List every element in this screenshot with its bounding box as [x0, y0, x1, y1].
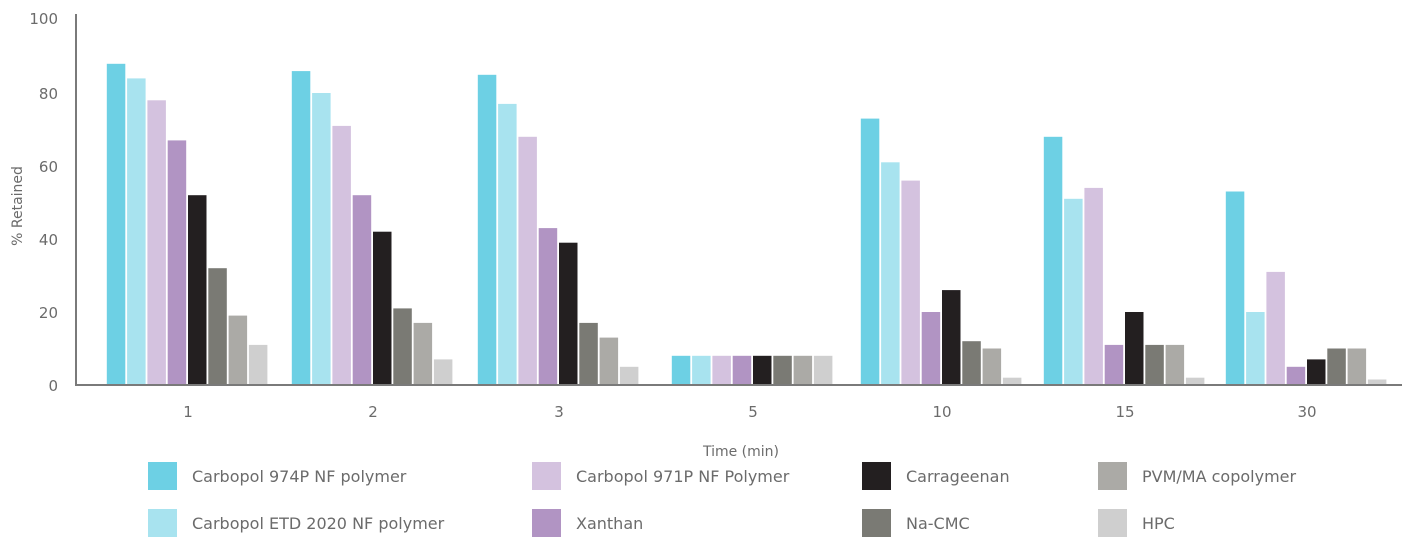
legend-label: Na-CMC [906, 514, 970, 533]
bar [248, 344, 268, 384]
legend-label: Carbopol ETD 2020 NF polymer [192, 514, 445, 533]
x-tick-label: 1 [183, 403, 193, 421]
bar [692, 355, 711, 384]
bar [1185, 377, 1205, 384]
bar [753, 355, 772, 384]
legend-label: Carbopol 974P NF polymer [192, 467, 407, 486]
bar [1347, 348, 1367, 384]
legend-swatch [532, 462, 561, 490]
bars-layer [106, 63, 1387, 385]
x-tick-label: 15 [1115, 403, 1134, 421]
x-axis-title: Time (min) [702, 444, 779, 460]
bar [1043, 136, 1063, 384]
bar [106, 63, 126, 385]
legend-swatch [148, 509, 177, 537]
bar [1246, 312, 1265, 384]
bar [1266, 271, 1285, 384]
bar [793, 355, 813, 384]
bar [477, 74, 497, 385]
bar [312, 93, 331, 384]
bar [167, 140, 187, 384]
legend-swatch [532, 509, 561, 537]
bar [559, 242, 578, 384]
legend-swatch [148, 462, 177, 490]
y-axis-title: % Retained [10, 166, 26, 246]
bar [208, 268, 227, 384]
legend-label: Carbopol 971P NF Polymer [576, 467, 790, 486]
bar [712, 355, 731, 384]
bar [433, 359, 453, 384]
x-tick-label: 30 [1297, 403, 1316, 421]
y-tick-label: 60 [39, 158, 58, 176]
y-ticks-layer: 0 20 40 60 80 100 [29, 10, 58, 395]
bar [1064, 198, 1083, 384]
legend-swatch [862, 509, 891, 537]
bar [413, 322, 433, 384]
bar [901, 180, 920, 384]
bar [538, 228, 558, 384]
bar [127, 78, 146, 385]
bar [1286, 366, 1306, 385]
bar [773, 355, 792, 384]
bar [619, 366, 639, 385]
x-ticks-layer: 1 2 3 5 10 15 30 [183, 403, 1316, 421]
legend-swatch [1098, 462, 1127, 490]
legend-label: HPC [1142, 514, 1175, 533]
y-tick-label: 0 [48, 377, 58, 395]
bar [921, 312, 941, 384]
bar [147, 100, 166, 385]
bar [579, 322, 598, 384]
bar [498, 103, 517, 385]
bar [671, 355, 691, 384]
bar [1165, 344, 1185, 384]
x-tick-label: 5 [748, 403, 758, 421]
legend-label: Carrageenan [906, 467, 1010, 486]
bar [518, 136, 537, 384]
bar [732, 355, 752, 384]
bar [982, 348, 1002, 384]
bar [188, 195, 207, 384]
bar [813, 355, 833, 384]
x-tick-label: 2 [368, 403, 378, 421]
legend-swatch [1098, 509, 1127, 537]
legend-label: PVM/MA copolymer [1142, 467, 1297, 486]
bar [1125, 312, 1144, 384]
legend-swatch [862, 462, 891, 490]
y-tick-label: 20 [39, 304, 58, 322]
bar [599, 337, 619, 384]
bar [1367, 379, 1387, 384]
bar [373, 231, 392, 384]
legend-label: Xanthan [576, 514, 643, 533]
y-tick-label: 100 [29, 10, 58, 28]
bar [1145, 344, 1164, 384]
bar [332, 125, 351, 385]
bar [860, 118, 880, 384]
bar [1307, 359, 1326, 384]
y-tick-label: 80 [39, 85, 58, 103]
bar [291, 71, 311, 384]
bar [228, 315, 248, 384]
bar [352, 195, 372, 384]
bar [1225, 191, 1245, 384]
bar [1327, 348, 1346, 384]
bar [942, 290, 961, 384]
y-tick-label: 40 [39, 231, 58, 249]
bar [1104, 344, 1124, 384]
x-tick-label: 3 [554, 403, 564, 421]
x-tick-label: 10 [932, 403, 951, 421]
bar [1084, 187, 1103, 384]
bar [393, 308, 412, 384]
legend: Carbopol 974P NF polymer Carbopol 971P NF… [148, 462, 1297, 537]
bar [962, 341, 981, 384]
bar [881, 162, 900, 384]
bar [1002, 377, 1022, 384]
